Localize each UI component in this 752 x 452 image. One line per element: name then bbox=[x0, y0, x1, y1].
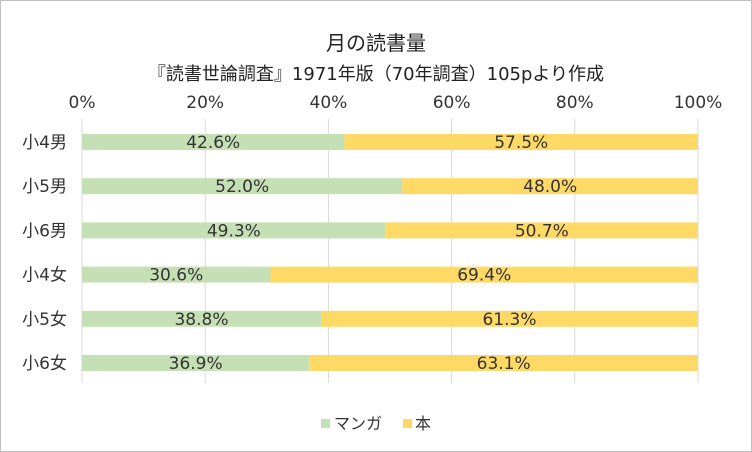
x-tick-label: 100% bbox=[674, 93, 723, 113]
data-label: 49.3% bbox=[207, 221, 261, 241]
data-label: 69.4% bbox=[457, 266, 511, 286]
bar-book bbox=[321, 310, 698, 327]
category-label: 小4男 bbox=[22, 133, 67, 153]
bar-book bbox=[270, 266, 698, 283]
x-tick-label: 80% bbox=[556, 93, 594, 113]
x-tick-label: 60% bbox=[433, 93, 471, 113]
data-label: 30.6% bbox=[149, 266, 203, 286]
bars bbox=[82, 134, 698, 371]
x-tick-label: 40% bbox=[310, 93, 348, 113]
bar-manga bbox=[82, 355, 310, 371]
data-label: 36.9% bbox=[169, 354, 223, 374]
legend-label: 本 bbox=[415, 414, 431, 433]
bar-manga bbox=[82, 266, 271, 283]
data-label: 57.5% bbox=[494, 133, 548, 153]
category-label: 小5女 bbox=[22, 310, 67, 330]
category-label: 小4女 bbox=[22, 266, 67, 286]
legend-label: マンガ bbox=[334, 414, 382, 433]
data-labels: 42.6% 57.5% 52.0% 48.0% 49.3% 50.7% 30.6% 69.4%… bbox=[149, 133, 577, 374]
chart-subtitle: 『読書世論調査』1971年版（70年調査）105pより作成 bbox=[148, 64, 604, 85]
gridlines bbox=[81, 119, 699, 383]
x-tick-label: 0% bbox=[69, 93, 96, 113]
data-label: 63.1% bbox=[477, 354, 531, 374]
category-label: 小6女 bbox=[22, 354, 67, 374]
legend-swatch bbox=[403, 419, 412, 428]
category-label: 小5男 bbox=[22, 177, 67, 197]
bar-manga bbox=[82, 178, 403, 195]
bar-book bbox=[402, 178, 698, 195]
data-label: 42.6% bbox=[186, 133, 240, 153]
data-label: 38.8% bbox=[174, 310, 228, 330]
legend-swatch bbox=[321, 419, 330, 428]
bar-book bbox=[385, 222, 698, 239]
chart-title: 月の読書量 bbox=[326, 31, 426, 55]
data-label: 52.0% bbox=[215, 177, 269, 197]
category-label: 小6男 bbox=[22, 221, 67, 241]
bar-manga bbox=[82, 310, 322, 327]
x-axis-ticks: 0% 20% 40% 60% 80% 100% bbox=[69, 93, 723, 113]
data-label: 61.3% bbox=[482, 310, 536, 330]
data-label: 48.0% bbox=[523, 177, 577, 197]
bar-book bbox=[309, 355, 698, 371]
data-label: 50.7% bbox=[515, 221, 569, 241]
bar-manga bbox=[82, 134, 345, 150]
bar-manga bbox=[82, 222, 386, 239]
legend: マンガ 本 bbox=[321, 414, 431, 433]
x-tick-label: 20% bbox=[186, 93, 224, 113]
bar-book bbox=[344, 134, 698, 150]
